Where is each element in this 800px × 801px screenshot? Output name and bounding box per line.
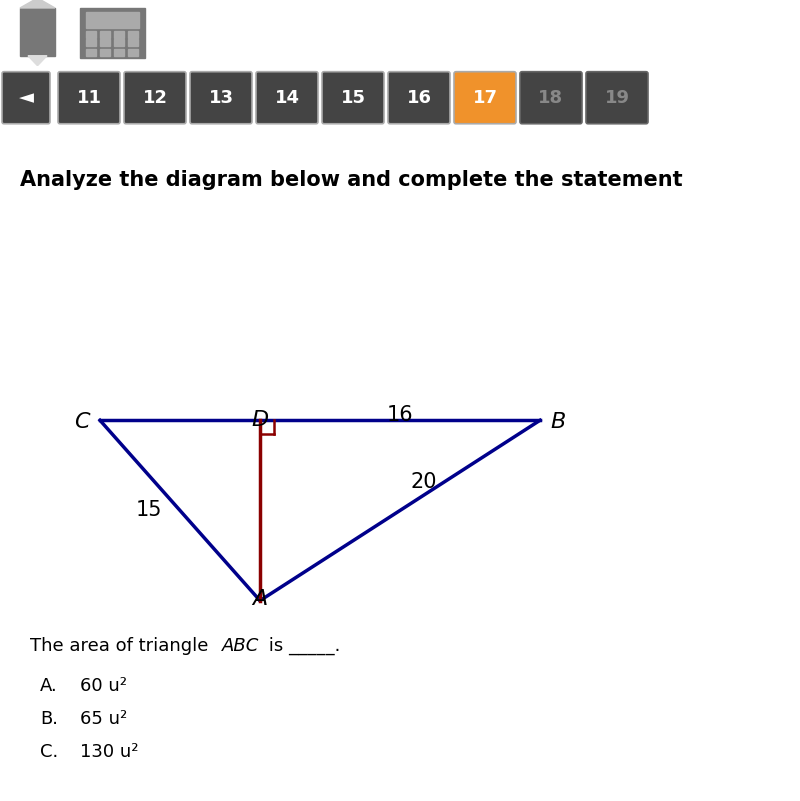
Text: 18: 18 [538,89,563,107]
Text: 13: 13 [209,89,234,107]
Polygon shape [86,49,96,56]
Text: ABC: ABC [222,637,259,654]
Polygon shape [100,38,110,46]
FancyBboxPatch shape [388,72,450,123]
Text: 16: 16 [386,405,414,425]
Polygon shape [80,8,145,58]
Polygon shape [128,31,138,38]
Polygon shape [100,31,110,38]
Text: 130 u²: 130 u² [80,743,138,761]
Polygon shape [114,49,124,56]
Text: 16: 16 [406,89,431,107]
Text: 15: 15 [341,89,366,107]
Text: 19: 19 [605,89,630,107]
Text: C.: C. [40,743,58,761]
FancyBboxPatch shape [322,72,384,123]
FancyBboxPatch shape [2,72,50,123]
Text: 65 u²: 65 u² [80,710,127,728]
Polygon shape [86,31,96,38]
FancyBboxPatch shape [58,72,120,123]
Text: 12: 12 [142,89,167,107]
Text: 11: 11 [77,89,102,107]
Polygon shape [20,8,55,56]
Polygon shape [114,38,124,46]
FancyBboxPatch shape [256,72,318,123]
Text: ◄: ◄ [18,88,34,107]
Text: 14: 14 [274,89,299,107]
Text: is _____.: is _____. [263,637,352,655]
Text: B: B [550,413,566,433]
Text: 17: 17 [473,89,498,107]
Polygon shape [128,49,138,56]
Text: 20: 20 [410,473,437,493]
FancyBboxPatch shape [520,72,582,123]
Text: A: A [252,589,268,609]
Polygon shape [20,0,55,8]
FancyBboxPatch shape [124,72,186,123]
Text: D: D [251,410,269,430]
FancyBboxPatch shape [190,72,252,123]
Text: B.: B. [40,710,58,728]
Text: 60 u²: 60 u² [80,677,127,694]
FancyBboxPatch shape [454,72,516,123]
Polygon shape [86,38,96,46]
Text: The area of triangle: The area of triangle [30,637,214,654]
Text: C: C [74,413,90,433]
Text: Analyze the diagram below and complete the statement: Analyze the diagram below and complete t… [20,170,682,190]
Text: A.: A. [40,677,58,694]
Polygon shape [86,12,139,28]
Polygon shape [128,38,138,46]
FancyBboxPatch shape [586,72,648,123]
Polygon shape [114,31,124,38]
Polygon shape [100,49,110,56]
Text: 15: 15 [135,501,162,521]
Polygon shape [28,56,47,66]
